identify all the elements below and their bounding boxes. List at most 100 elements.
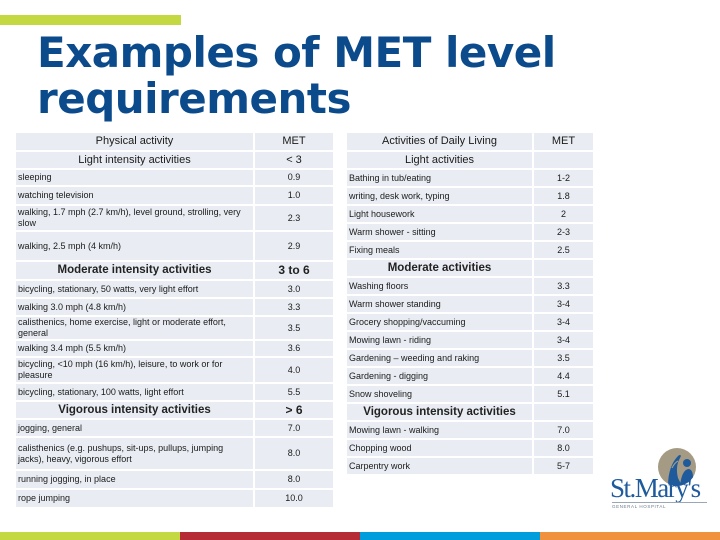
activity-cell: Bathing in tub/eating [347, 170, 532, 186]
activity-cell: Warm shower standing [347, 296, 532, 312]
section-range: > 6 [255, 402, 333, 418]
met-cell: 3.5 [534, 350, 593, 366]
header-met: MET [534, 133, 593, 150]
met-cell: 8.0 [255, 471, 333, 488]
activity-cell: walking 3.4 mph (5.5 km/h) [16, 341, 253, 356]
table-row: calisthenics (e.g. pushups, sit-ups, pul… [16, 438, 333, 469]
met-cell: 2.9 [255, 232, 333, 260]
met-cell: 10.0 [255, 490, 333, 507]
section-range [534, 152, 593, 168]
table-row: rope jumping 10.0 [16, 490, 333, 507]
section-row: Vigorous intensity activities > 6 [16, 402, 333, 418]
section-label: Vigorous intensity activities [16, 402, 253, 418]
table-row: Mowing lawn - riding 3-4 [347, 332, 593, 348]
table-row: Mowing lawn - walking 7.0 [347, 422, 593, 438]
bar-segment-red [180, 532, 360, 540]
table-row: Warm shower standing 3-4 [347, 296, 593, 312]
top-accent-bar [0, 15, 181, 25]
section-range: 3 to 6 [255, 262, 333, 279]
st-marys-logo: St.Mary's GENERAL HOSPITAL [606, 446, 716, 510]
logo-name: St.Mary's [610, 473, 701, 503]
table-row: writing, desk work, typing 1.8 [347, 188, 593, 204]
activity-cell: Gardening - digging [347, 368, 532, 384]
table-row: running jogging, in place 8.0 [16, 471, 333, 488]
activity-cell: Washing floors [347, 278, 532, 294]
header-activity: Activities of Daily Living [347, 133, 532, 150]
physical-activity-table: Physical activity MET Light intensity ac… [14, 131, 335, 509]
table-row: walking, 1.7 mph (2.7 km/h), level groun… [16, 206, 333, 230]
activity-cell: writing, desk work, typing [347, 188, 532, 204]
activity-cell: Chopping wood [347, 440, 532, 456]
activity-cell: walking 3.0 mph (4.8 km/h) [16, 299, 253, 315]
table-row: Washing floors 3.3 [347, 278, 593, 294]
header-activity: Physical activity [16, 133, 253, 150]
table-row: watching television 1.0 [16, 187, 333, 204]
activity-cell: watching television [16, 187, 253, 204]
table-row: jogging, general 7.0 [16, 420, 333, 436]
table-row: Gardening – weeding and raking 3.5 [347, 350, 593, 366]
met-cell: 1-2 [534, 170, 593, 186]
activity-cell: walking, 2.5 mph (4 km/h) [16, 232, 253, 260]
activity-cell: Grocery shopping/vaccuming [347, 314, 532, 330]
activity-cell: Gardening – weeding and raking [347, 350, 532, 366]
activity-cell: jogging, general [16, 420, 253, 436]
met-cell: 3-4 [534, 296, 593, 312]
table-row: Chopping wood 8.0 [347, 440, 593, 456]
met-cell: 3.0 [255, 281, 333, 297]
met-cell: 2.5 [534, 242, 593, 258]
met-cell: 3-4 [534, 314, 593, 330]
met-cell: 0.9 [255, 170, 333, 185]
section-row: Moderate intensity activities 3 to 6 [16, 262, 333, 279]
table-row: bicycling, stationary, 100 watts, light … [16, 384, 333, 400]
activity-cell: sleeping [16, 170, 253, 185]
logo-subtitle: GENERAL HOSPITAL [612, 502, 707, 509]
activity-cell: Light housework [347, 206, 532, 222]
met-cell: 2.3 [255, 206, 333, 230]
activity-cell: bicycling, stationary, 50 watts, very li… [16, 281, 253, 297]
activity-cell: calisthenics, home exercise, light or mo… [16, 317, 253, 339]
section-label: Light intensity activities [16, 152, 253, 168]
section-range: < 3 [255, 152, 333, 168]
table-row: calisthenics, home exercise, light or mo… [16, 317, 333, 339]
met-cell: 4.4 [534, 368, 593, 384]
table-row: bicycling, <10 mph (16 km/h), leisure, t… [16, 358, 333, 382]
met-cell: 2-3 [534, 224, 593, 240]
table-header-row: Activities of Daily Living MET [347, 133, 593, 150]
met-cell: 1.0 [255, 187, 333, 204]
met-cell: 5.5 [255, 384, 333, 400]
table-row: Warm shower - sitting 2-3 [347, 224, 593, 240]
section-label: Moderate intensity activities [16, 262, 253, 279]
section-label: Light activities [347, 152, 532, 168]
activity-cell: calisthenics (e.g. pushups, sit-ups, pul… [16, 438, 253, 469]
activity-cell: Warm shower - sitting [347, 224, 532, 240]
met-cell: 7.0 [255, 420, 333, 436]
met-cell: 1.8 [534, 188, 593, 204]
section-label: Vigorous intensity activities [347, 404, 532, 420]
table-row: Snow shoveling 5.1 [347, 386, 593, 402]
activity-cell: walking, 1.7 mph (2.7 km/h), level groun… [16, 206, 253, 230]
met-cell: 3.3 [534, 278, 593, 294]
section-row: Light activities [347, 152, 593, 168]
met-cell: 8.0 [534, 440, 593, 456]
section-row: Vigorous intensity activities [347, 404, 593, 420]
table-header-row: Physical activity MET [16, 133, 333, 150]
met-cell: 4.0 [255, 358, 333, 382]
activity-cell: rope jumping [16, 490, 253, 507]
activity-cell: Carpentry work [347, 458, 532, 474]
activity-cell: Mowing lawn - walking [347, 422, 532, 438]
section-row: Moderate activities [347, 260, 593, 276]
table-row: Grocery shopping/vaccuming 3-4 [347, 314, 593, 330]
table-row: Gardening - digging 4.4 [347, 368, 593, 384]
activity-cell: running jogging, in place [16, 471, 253, 488]
activity-cell: Mowing lawn - riding [347, 332, 532, 348]
bottom-color-bar [0, 532, 720, 540]
met-cell: 3.6 [255, 341, 333, 356]
met-cell: 3.5 [255, 317, 333, 339]
table-row: Bathing in tub/eating 1-2 [347, 170, 593, 186]
met-cell: 2 [534, 206, 593, 222]
activity-cell: Snow shoveling [347, 386, 532, 402]
bar-segment-orange [540, 532, 720, 540]
table-row: walking 3.4 mph (5.5 km/h) 3.6 [16, 341, 333, 356]
met-cell: 3.3 [255, 299, 333, 315]
met-cell: 8.0 [255, 438, 333, 469]
